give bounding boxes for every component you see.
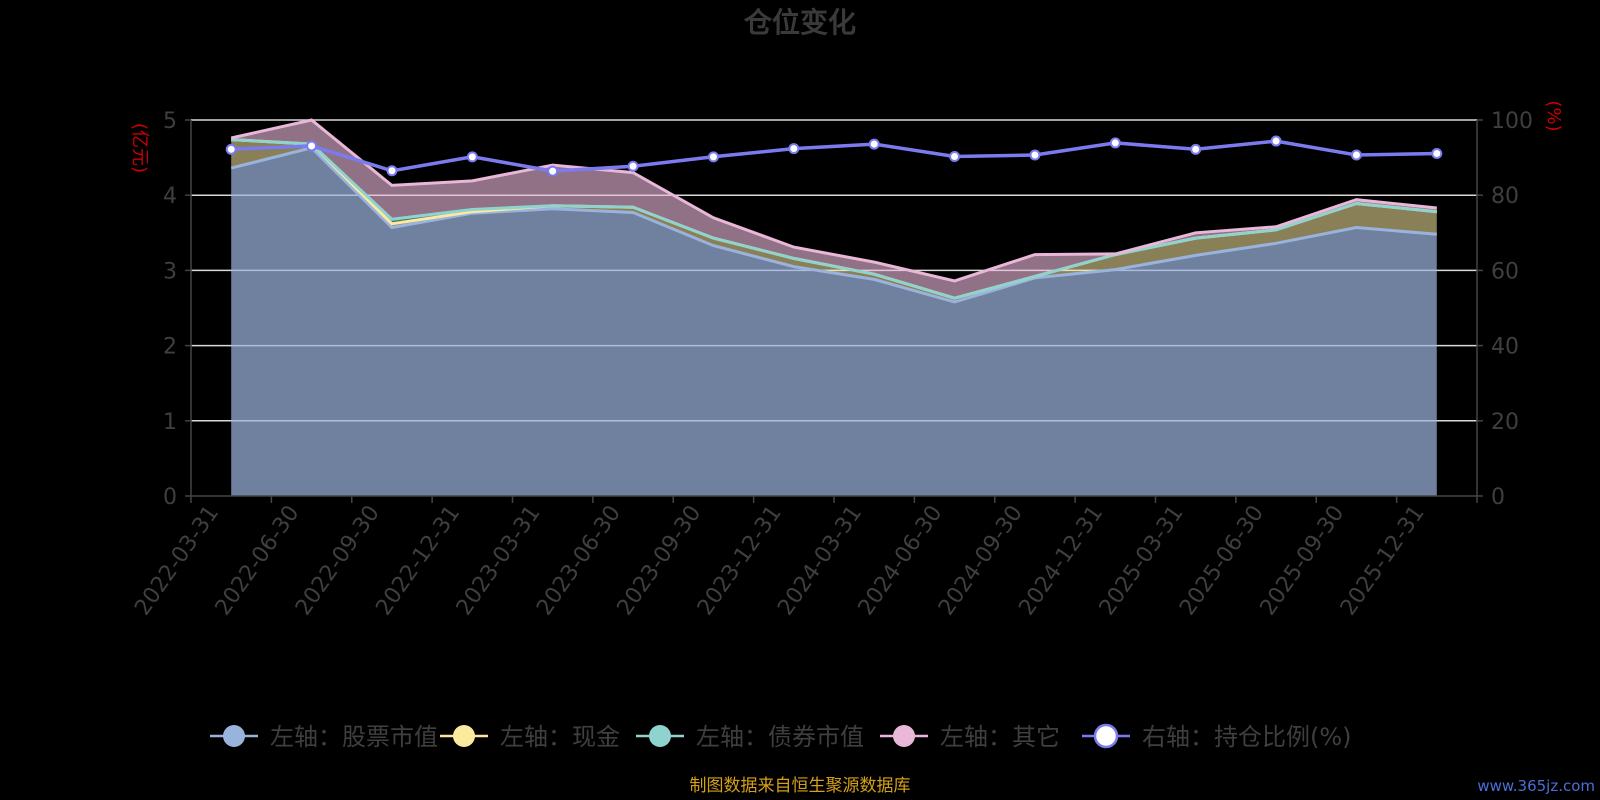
area-line-左轴：债券市值 bbox=[231, 138, 1437, 300]
chart-title: 仓位变化 bbox=[744, 6, 856, 39]
x-tick-label: 2023-12-31 bbox=[693, 501, 787, 620]
right-axis-unit: (%) bbox=[1543, 100, 1564, 131]
ratio-point bbox=[627, 160, 639, 172]
x-tick-label: 2023-03-31 bbox=[452, 501, 546, 620]
legend-label: 左轴：现金 bbox=[500, 723, 620, 751]
legend-marker bbox=[649, 725, 671, 747]
ratio-point bbox=[1029, 149, 1041, 161]
right-tick-label: 0 bbox=[1491, 485, 1505, 510]
legend-marker bbox=[453, 725, 475, 747]
right-tick-label: 100 bbox=[1491, 109, 1533, 134]
x-tick-label: 2023-09-30 bbox=[613, 501, 707, 620]
ratio-point bbox=[386, 165, 398, 177]
ratio-point bbox=[225, 143, 237, 155]
legend: 左轴：股票市值 左轴：现金 左轴：债券市值 左轴：其它 右轴：持仓比例(%) bbox=[210, 723, 1352, 751]
ratio-point bbox=[1350, 149, 1362, 161]
x-tick-label: 2022-03-31 bbox=[130, 501, 224, 620]
left-axis-unit: (亿元) bbox=[129, 123, 150, 173]
area-line-左轴：股票市值 bbox=[230, 146, 1437, 304]
legend-label: 左轴：债券市值 bbox=[696, 723, 864, 751]
x-tick-label: 2024-12-31 bbox=[1014, 501, 1108, 620]
right-tick-label: 60 bbox=[1491, 259, 1519, 284]
ratio-line-path bbox=[231, 139, 1437, 173]
left-tick-label: 0 bbox=[163, 485, 177, 510]
legend-marker bbox=[1093, 723, 1119, 749]
x-tick-label: 2025-12-31 bbox=[1336, 501, 1430, 620]
x-tick-label: 2024-06-30 bbox=[854, 501, 948, 620]
left-tick-label: 4 bbox=[163, 184, 177, 209]
right-tick-label: 80 bbox=[1491, 184, 1519, 209]
x-tick-label: 2025-09-30 bbox=[1256, 501, 1350, 620]
legend-marker bbox=[893, 725, 915, 747]
area-左轴：股票市值 bbox=[231, 147, 1437, 497]
ratio-point bbox=[306, 140, 318, 152]
legend-label: 右轴：持仓比例(%) bbox=[1142, 723, 1352, 751]
area-line-左轴：其它 bbox=[230, 118, 1437, 283]
ratio-point bbox=[788, 143, 800, 155]
x-tick-label: 2022-09-30 bbox=[291, 501, 385, 620]
right-tick-label: 20 bbox=[1491, 410, 1519, 435]
area-左轴：现金 bbox=[231, 139, 1437, 302]
x-tick-label: 2024-03-31 bbox=[773, 501, 867, 620]
ratio-point bbox=[547, 165, 559, 177]
left-tick-label: 5 bbox=[163, 109, 177, 134]
x-tick-label: 2024-09-30 bbox=[934, 501, 1028, 620]
ratio-line bbox=[225, 135, 1443, 177]
left-tick-label: 2 bbox=[163, 335, 177, 360]
legend-marker bbox=[223, 725, 245, 747]
ratio-point bbox=[1109, 137, 1121, 149]
ratio-point bbox=[949, 150, 961, 162]
x-tick-label: 2022-12-31 bbox=[371, 501, 465, 620]
legend-label: 左轴：股票市值 bbox=[270, 723, 438, 751]
source-note: 制图数据来自恒生聚源数据库 bbox=[690, 776, 911, 796]
x-tick-label: 2025-03-31 bbox=[1095, 501, 1189, 620]
x-tick-label: 2025-06-30 bbox=[1175, 501, 1269, 620]
ratio-point bbox=[868, 138, 880, 150]
watermark: www.365jz.com bbox=[1477, 777, 1595, 795]
ratio-point bbox=[466, 151, 478, 163]
ratio-point bbox=[1270, 135, 1282, 147]
stacked-areas bbox=[230, 118, 1437, 497]
legend-label: 左轴：其它 bbox=[940, 723, 1060, 751]
left-tick-label: 3 bbox=[163, 259, 177, 284]
left-tick-label: 1 bbox=[163, 410, 177, 435]
x-tick-label: 2022-06-30 bbox=[211, 501, 305, 620]
x-tick-label: 2023-06-30 bbox=[532, 501, 626, 620]
ratio-point bbox=[1190, 143, 1202, 155]
right-tick-label: 40 bbox=[1491, 335, 1519, 360]
ratio-point bbox=[1431, 147, 1443, 159]
ratio-point bbox=[707, 151, 719, 163]
